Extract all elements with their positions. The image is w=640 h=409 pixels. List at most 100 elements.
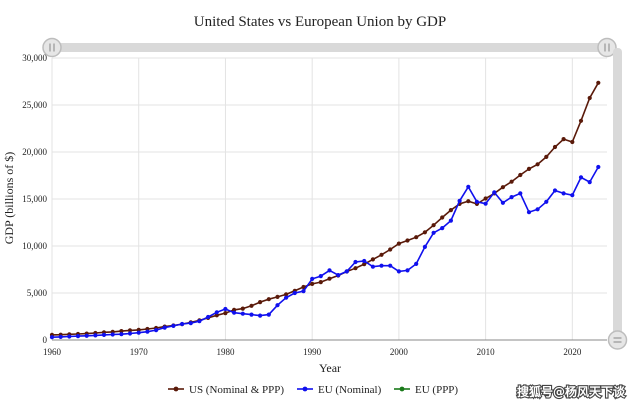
data-point[interactable]	[587, 180, 592, 185]
data-point[interactable]	[232, 310, 237, 315]
data-point[interactable]	[145, 329, 150, 334]
data-point[interactable]	[154, 328, 159, 333]
data-point[interactable]	[249, 303, 254, 308]
legend-item[interactable]: US (Nominal & PPP)	[168, 384, 284, 396]
data-point[interactable]	[180, 321, 185, 327]
data-point[interactable]	[552, 188, 558, 193]
data-point[interactable]	[353, 266, 358, 271]
data-point[interactable]	[84, 333, 89, 338]
data-point[interactable]	[544, 154, 549, 159]
data-point[interactable]	[249, 312, 254, 317]
data-point[interactable]	[431, 223, 436, 228]
data-point[interactable]	[292, 290, 297, 296]
legend-item[interactable]: EU (Nominal)	[297, 384, 382, 396]
data-point[interactable]	[258, 313, 263, 318]
data-point[interactable]	[136, 330, 141, 335]
data-point[interactable]	[284, 295, 289, 300]
data-point[interactable]	[414, 235, 419, 240]
data-point[interactable]	[440, 215, 445, 220]
data-point[interactable]	[396, 241, 401, 246]
data-point[interactable]	[353, 259, 358, 265]
data-point[interactable]	[405, 268, 410, 273]
data-point[interactable]	[206, 314, 211, 320]
data-point[interactable]	[526, 210, 532, 215]
data-point[interactable]	[275, 294, 280, 299]
data-point[interactable]	[110, 332, 115, 337]
data-point[interactable]	[561, 137, 566, 142]
data-point[interactable]	[518, 191, 523, 196]
data-point[interactable]	[258, 300, 263, 305]
data-point[interactable]	[310, 276, 315, 281]
range-slider-vertical-track[interactable]	[613, 48, 622, 340]
data-point[interactable]	[301, 284, 306, 290]
data-point[interactable]	[344, 269, 349, 274]
data-point[interactable]	[561, 191, 566, 196]
data-point[interactable]	[275, 303, 280, 308]
data-point[interactable]	[171, 323, 176, 328]
data-point[interactable]	[500, 200, 505, 205]
data-point[interactable]	[518, 172, 523, 178]
data-point[interactable]	[396, 269, 401, 274]
data-point[interactable]	[509, 195, 514, 200]
range-slider-horizontal[interactable]	[42, 37, 617, 58]
data-point[interactable]	[578, 175, 584, 180]
data-point[interactable]	[535, 207, 540, 212]
data-point[interactable]	[570, 139, 575, 145]
data-point[interactable]	[535, 162, 540, 167]
data-point[interactable]	[240, 311, 245, 316]
data-point[interactable]	[526, 166, 532, 171]
data-point[interactable]	[188, 321, 193, 326]
data-point[interactable]	[578, 118, 584, 123]
data-point[interactable]	[448, 218, 453, 223]
range-slider-left-handle[interactable]	[42, 37, 62, 58]
data-point[interactable]	[474, 199, 479, 204]
data-point[interactable]	[440, 226, 445, 231]
data-point[interactable]	[500, 185, 505, 190]
data-point[interactable]	[58, 334, 63, 339]
data-point[interactable]	[266, 312, 271, 317]
data-point[interactable]	[127, 328, 133, 333]
data-point[interactable]	[93, 333, 98, 338]
data-point[interactable]	[379, 252, 384, 257]
range-slider-right-handle[interactable]	[597, 37, 617, 58]
data-point[interactable]	[362, 262, 367, 267]
data-point[interactable]	[310, 281, 315, 286]
data-point[interactable]	[318, 274, 323, 279]
data-point[interactable]	[197, 319, 202, 324]
data-point[interactable]	[388, 247, 393, 252]
data-point[interactable]	[448, 208, 453, 213]
data-point[interactable]	[214, 310, 219, 315]
data-point[interactable]	[318, 280, 323, 285]
data-point[interactable]	[552, 144, 558, 150]
data-point[interactable]	[422, 244, 427, 249]
data-point[interactable]	[119, 332, 124, 337]
data-point[interactable]	[49, 335, 55, 340]
data-point[interactable]	[414, 261, 419, 266]
range-slider-bottom-handle[interactable]	[607, 330, 628, 350]
data-point[interactable]	[336, 273, 341, 278]
data-point[interactable]	[509, 179, 514, 184]
data-point[interactable]	[483, 201, 488, 206]
data-point[interactable]	[457, 198, 462, 203]
data-point[interactable]	[75, 334, 81, 339]
range-slider-horizontal-track[interactable]	[52, 43, 612, 52]
data-point[interactable]	[327, 268, 332, 273]
data-point[interactable]	[370, 257, 375, 262]
data-point[interactable]	[483, 196, 488, 201]
data-point[interactable]	[223, 311, 228, 316]
data-point[interactable]	[284, 292, 289, 297]
data-point[interactable]	[466, 199, 471, 204]
data-point[interactable]	[431, 230, 436, 235]
data-point[interactable]	[162, 325, 167, 330]
data-point[interactable]	[327, 276, 332, 281]
range-slider-vertical[interactable]	[607, 48, 628, 350]
data-point[interactable]	[388, 263, 393, 268]
data-point[interactable]	[127, 331, 133, 336]
data-point[interactable]	[466, 184, 471, 189]
data-point[interactable]	[362, 258, 367, 264]
data-point[interactable]	[214, 313, 219, 318]
data-point[interactable]	[240, 306, 245, 311]
data-point[interactable]	[596, 164, 601, 170]
data-point[interactable]	[570, 193, 575, 198]
data-point[interactable]	[370, 264, 375, 269]
